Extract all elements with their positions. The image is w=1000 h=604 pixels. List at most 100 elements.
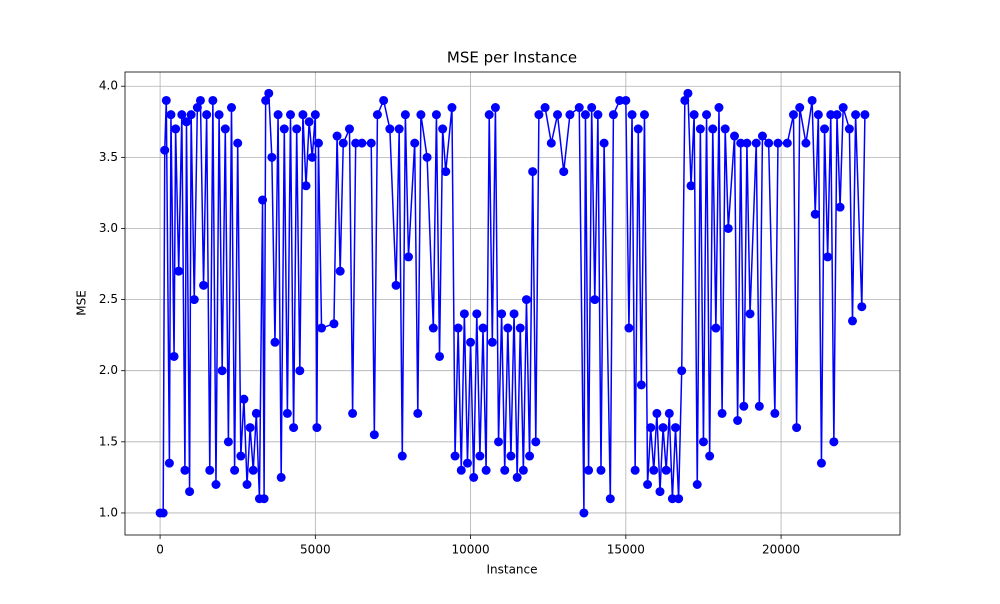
marker [717,408,727,418]
marker [298,110,308,120]
marker [658,423,668,433]
marker [655,487,665,497]
marker [351,138,361,148]
marker [438,124,448,134]
marker [239,394,249,404]
marker [469,472,479,482]
marker [646,423,656,433]
marker [559,167,569,177]
marker [217,366,227,376]
marker [259,494,269,504]
marker [447,103,457,113]
marker [590,295,600,305]
marker [211,480,221,490]
marker [289,423,299,433]
marker [686,181,696,191]
marker [649,465,659,475]
marker [435,351,445,361]
marker [497,309,507,319]
marker [782,138,792,148]
marker [639,110,649,120]
marker [807,95,817,105]
marker [754,401,764,411]
marker [462,458,472,468]
marker [820,124,830,134]
axes-frame [124,71,901,536]
marker [205,465,215,475]
marker [652,408,662,418]
marker [385,124,395,134]
marker [515,323,525,333]
marker [431,110,441,120]
marker [736,138,746,148]
marker [540,103,550,113]
plot-area [155,88,870,518]
marker [335,266,345,276]
marker [674,494,684,504]
marker [475,451,485,461]
marker [313,138,323,148]
marker [202,110,212,120]
y-tick-label: 4.0 [99,79,118,93]
marker [692,480,702,490]
marker [708,124,718,134]
marker [627,110,637,120]
marker [366,138,376,148]
marker [312,423,322,433]
marker [261,95,271,105]
marker [348,408,358,418]
marker [742,138,752,148]
marker [478,323,488,333]
x-tick-label: 0 [156,543,164,557]
marker [301,181,311,191]
x-tick-label: 10000 [451,543,489,557]
marker [857,302,867,312]
marker [258,195,268,205]
marker [608,110,618,120]
y-tick-label: 2.0 [99,363,118,377]
marker [490,103,500,113]
y-tick-label: 3.0 [99,221,118,235]
marker [251,408,261,418]
y-axis-label: MSE [75,290,89,316]
marker [745,309,755,319]
marker [199,280,209,290]
marker [528,167,538,177]
marker [801,138,811,148]
marker [792,423,802,433]
marker [481,465,491,475]
marker [689,110,699,120]
marker [456,465,466,475]
marker [851,110,861,120]
marker [338,138,348,148]
marker [630,465,640,475]
line [160,93,866,514]
marker [394,124,404,134]
marker [230,465,240,475]
marker [636,380,646,390]
marker [739,401,749,411]
marker [195,95,205,105]
marker [400,110,410,120]
marker [273,110,283,120]
marker [518,465,528,475]
marker [698,437,708,447]
marker [695,124,705,134]
marker [248,465,258,475]
marker [599,138,609,148]
marker [171,124,181,134]
marker [711,323,721,333]
x-tick-label: 20000 [762,543,800,557]
ticks: 0 5000 10000 15000 20000 1.0 1.5 2.0 2.5 3.0 3.5 4.… [99,79,800,557]
marker [664,408,674,418]
marker [441,167,451,177]
x-tick-label: 5000 [300,543,331,557]
marker [584,465,594,475]
marker [705,451,715,461]
chart-title: MSE per Instance [447,49,577,67]
marker [236,451,246,461]
marker [720,124,730,134]
marker [512,472,522,482]
marker [214,110,224,120]
